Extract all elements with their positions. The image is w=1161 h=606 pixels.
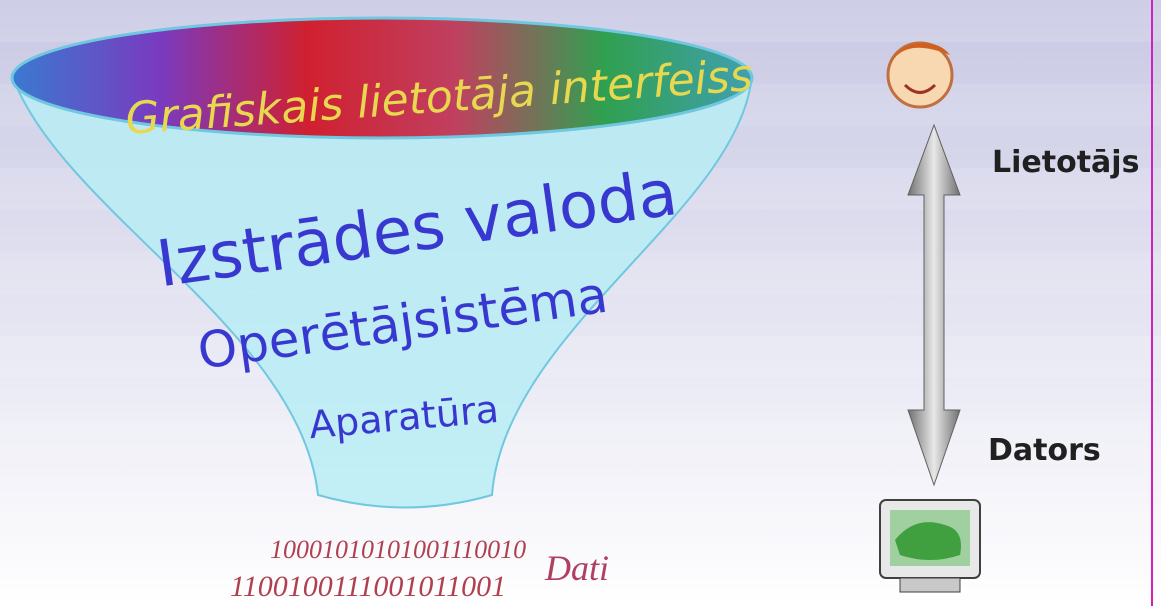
stripe: [0, 336, 1161, 378]
computer-icon: [879, 499, 981, 593]
user-icon: [886, 41, 954, 109]
binary-line: 1100100111001011001: [230, 570, 506, 603]
stripe: [0, 420, 1161, 462]
funnel-top: [10, 16, 754, 140]
binary-line: 10001010101001110010: [270, 535, 526, 564]
stripe: [0, 588, 1161, 606]
user-label: Lietotājs: [992, 145, 1139, 180]
data-label: Dati: [544, 548, 609, 588]
double-arrow: [907, 123, 961, 487]
computer-label: Dators: [988, 433, 1101, 468]
binary: 10001010101001110010 1100100111001011001: [230, 535, 526, 603]
funnel-body: [10, 74, 754, 509]
stripe: [0, 504, 1161, 546]
